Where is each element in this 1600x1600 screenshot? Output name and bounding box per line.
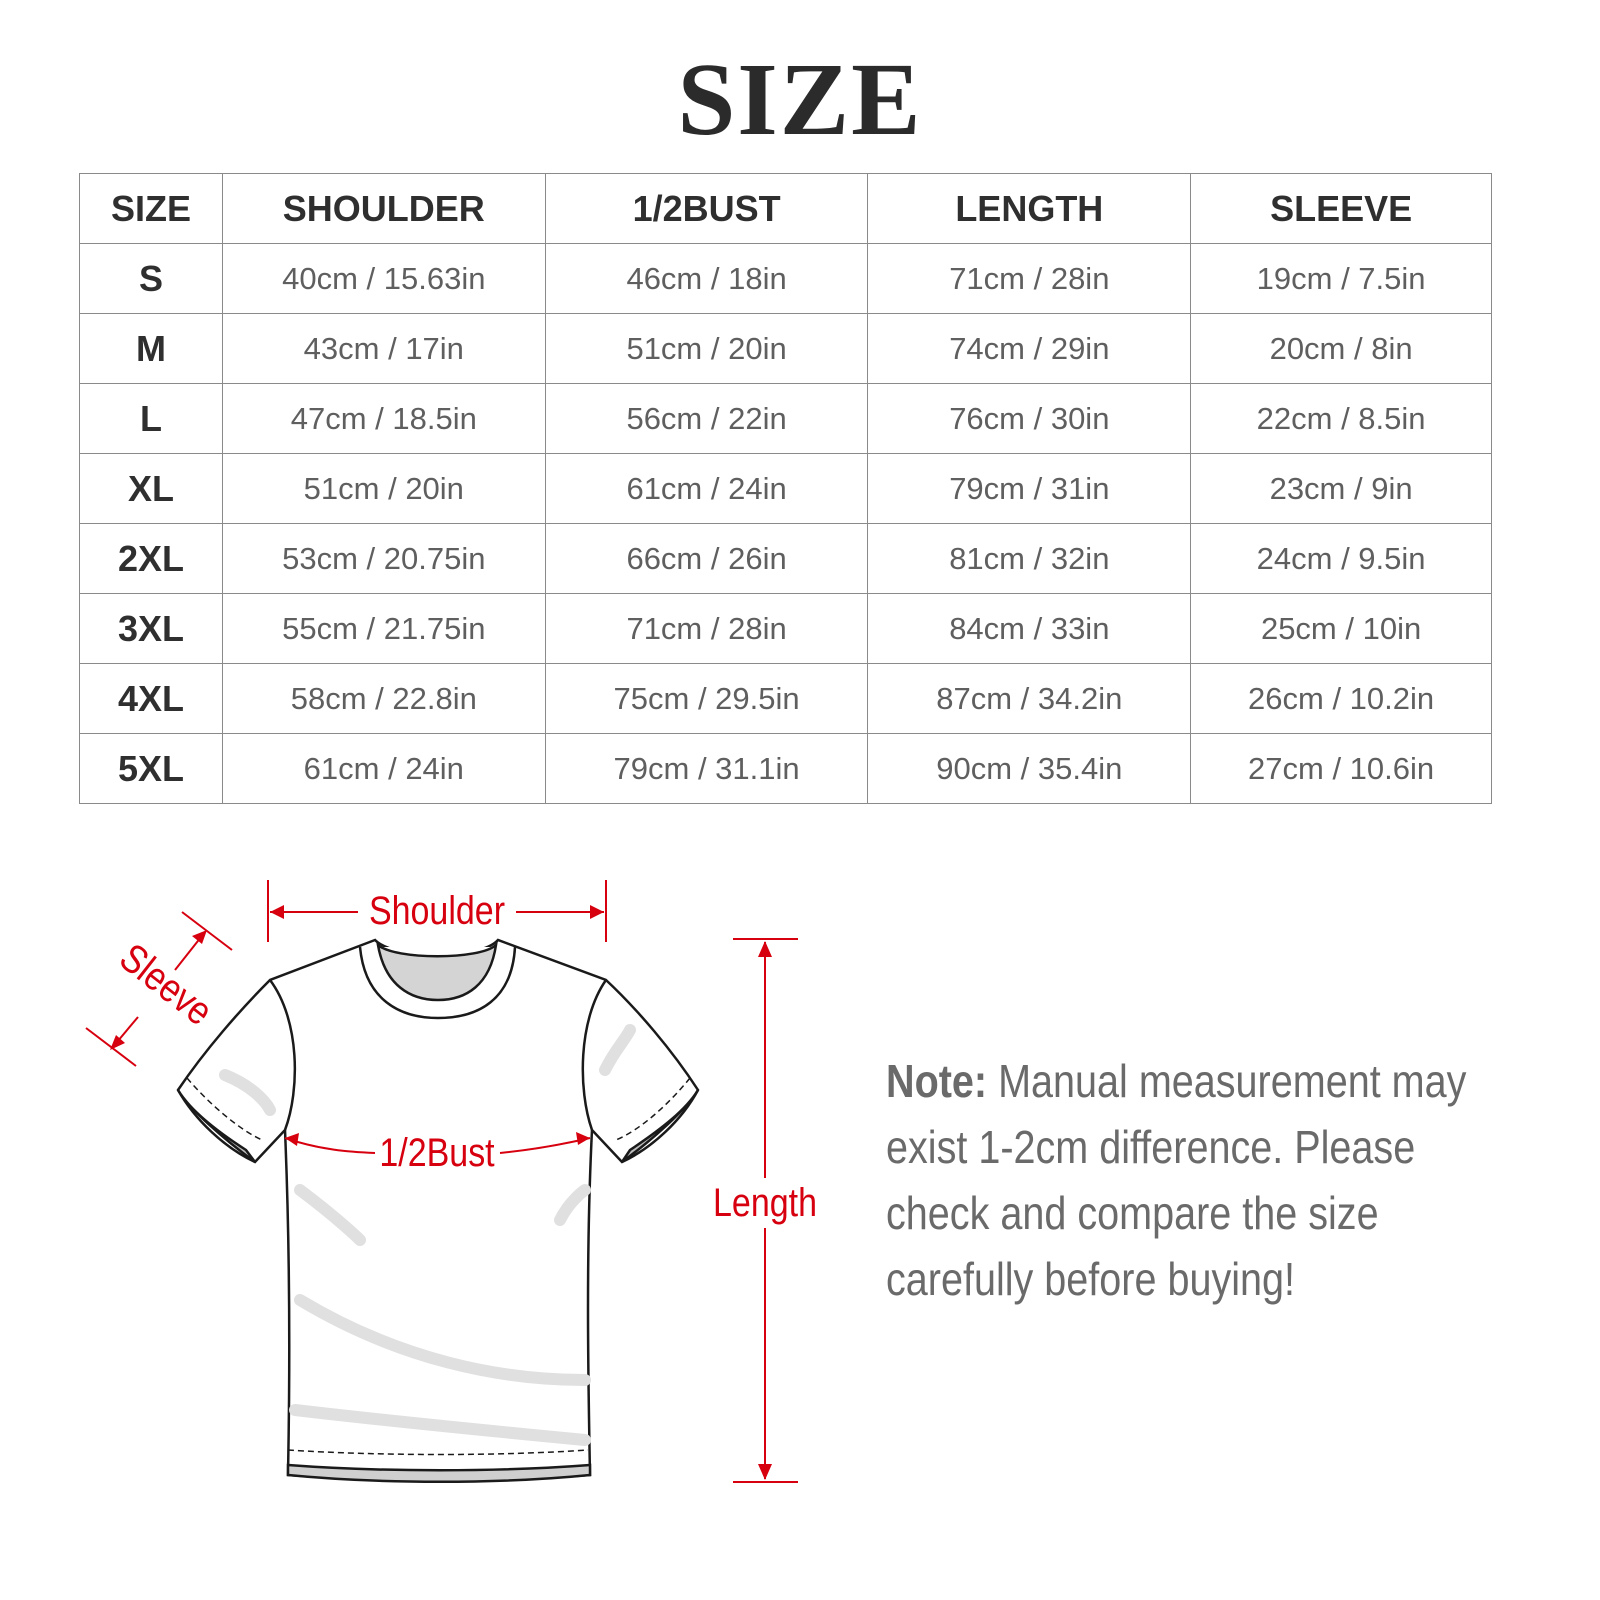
table-row: 4XL 58cm / 22.8in 75cm / 29.5in 87cm / 34.2… <box>79 663 1492 734</box>
column-header: SIZE <box>79 173 223 244</box>
shoulder-label: Shoulder <box>369 887 505 932</box>
column-header: SHOULDER <box>221 173 546 244</box>
measurement-cell: 20cm / 8in <box>1190 313 1492 384</box>
table-header-row: SIZE SHOULDER 1/2BUST LENGTH SLEEVE <box>79 173 1492 244</box>
size-cell: XL <box>79 453 223 524</box>
size-chart-table: SIZE SHOULDER 1/2BUST LENGTH SLEEVE S 40cm / … <box>79 173 1492 804</box>
measurement-cell: 58cm / 22.8in <box>221 663 546 734</box>
measurement-cell: 24cm / 9.5in <box>1190 523 1492 594</box>
measurement-cell: 43cm / 17in <box>221 313 546 384</box>
measurement-cell: 90cm / 35.4in <box>867 733 1192 804</box>
sleeve-label: Sleeve <box>112 934 222 1034</box>
measurement-cell: 47cm / 18.5in <box>221 383 546 454</box>
measurement-cell: 25cm / 10in <box>1190 593 1492 664</box>
measurement-cell: 74cm / 29in <box>867 313 1192 384</box>
measurement-cell: 19cm / 7.5in <box>1190 243 1492 314</box>
table-row: 5XL 61cm / 24in 79cm / 31.1in 90cm / 35.4in… <box>79 733 1492 804</box>
measurement-cell: 71cm / 28in <box>544 593 869 664</box>
note-label: Note: <box>886 1055 988 1107</box>
size-cell: 5XL <box>79 733 223 804</box>
measurement-cell: 46cm / 18in <box>544 243 869 314</box>
size-cell: L <box>79 383 223 454</box>
measurement-cell: 71cm / 28in <box>867 243 1192 314</box>
measurement-cell: 87cm / 34.2in <box>867 663 1192 734</box>
measurement-cell: 55cm / 21.75in <box>221 593 546 664</box>
column-header: 1/2BUST <box>544 173 869 244</box>
measurement-cell: 76cm / 30in <box>867 383 1192 454</box>
column-header: SLEEVE <box>1190 173 1492 244</box>
size-cell: 2XL <box>79 523 223 594</box>
tshirt-illustration <box>176 938 700 1483</box>
measurement-cell: 81cm / 32in <box>867 523 1192 594</box>
page-title: SIZE <box>677 42 923 157</box>
table-row: M 43cm / 17in 51cm / 20in 74cm / 29in 20cm /… <box>79 313 1492 384</box>
measurement-cell: 40cm / 15.63in <box>221 243 546 314</box>
size-cell: 4XL <box>79 663 223 734</box>
measurement-cell: 66cm / 26in <box>544 523 869 594</box>
measurement-cell: 79cm / 31in <box>867 453 1192 524</box>
length-label: Length <box>713 1179 817 1224</box>
measurement-cell: 79cm / 31.1in <box>544 733 869 804</box>
measurement-cell: 61cm / 24in <box>544 453 869 524</box>
measurement-cell: 51cm / 20in <box>544 313 869 384</box>
measurement-cell: 22cm / 8.5in <box>1190 383 1492 454</box>
size-cell: S <box>79 243 223 314</box>
measurement-cell: 26cm / 10.2in <box>1190 663 1492 734</box>
table-row: XL 51cm / 20in 61cm / 24in 79cm / 31in 23cm … <box>79 453 1492 524</box>
table-row: 3XL 55cm / 21.75in 71cm / 28in 84cm / 33in 2… <box>79 593 1492 664</box>
bust-label: 1/2Bust <box>379 1129 495 1174</box>
table-row: L 47cm / 18.5in 56cm / 22in 76cm / 30in 22cm… <box>79 383 1492 454</box>
measurement-cell: 27cm / 10.6in <box>1190 733 1492 804</box>
measurement-cell: 56cm / 22in <box>544 383 869 454</box>
measurement-cell: 53cm / 20.75in <box>221 523 546 594</box>
measurement-cell: 84cm / 33in <box>867 593 1192 664</box>
size-cell: 3XL <box>79 593 223 664</box>
note-body: Manual measurement may exist 1-2cm diffe… <box>886 1055 1467 1305</box>
measurement-cell: 75cm / 29.5in <box>544 663 869 734</box>
size-cell: M <box>79 313 223 384</box>
table-row: 2XL 53cm / 20.75in 66cm / 26in 81cm / 32in 2… <box>79 523 1492 594</box>
table-row: S 40cm / 15.63in 46cm / 18in 71cm / 28in 19c… <box>79 243 1492 314</box>
measurement-cell: 61cm / 24in <box>221 733 546 804</box>
measurement-cell: 23cm / 9in <box>1190 453 1492 524</box>
note-text: Note: Manual measurement may exist 1-2cm… <box>886 1048 1488 1312</box>
measurement-annotations <box>85 880 798 1483</box>
measurement-cell: 51cm / 20in <box>221 453 546 524</box>
column-header: LENGTH <box>867 173 1192 244</box>
tshirt-measurement-diagram: Shoulder Sleeve 1/2Bust Length <box>85 880 817 1483</box>
